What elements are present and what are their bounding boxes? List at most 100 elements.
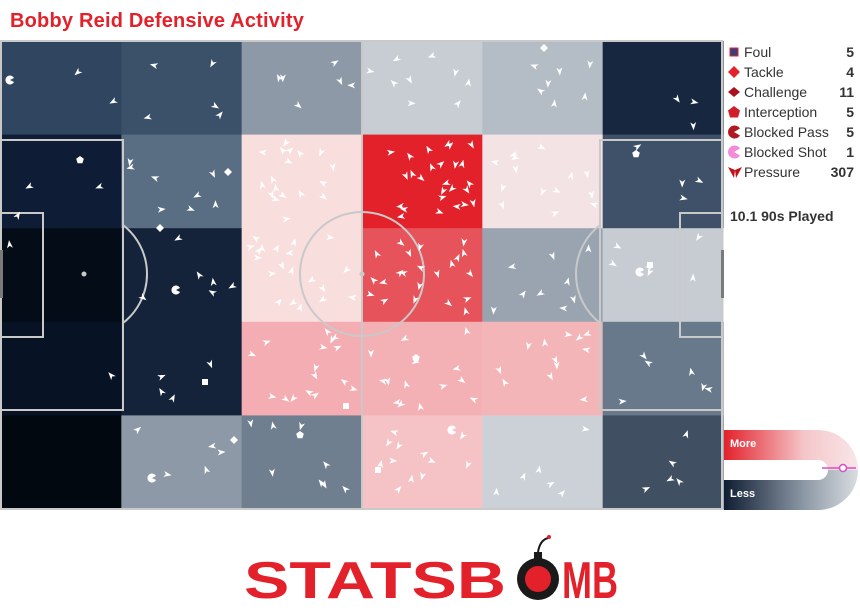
- pressure-marker: [210, 101, 220, 109]
- pressure-marker: [641, 487, 651, 494]
- pressure-marker: [690, 122, 697, 131]
- pressure-marker: [613, 242, 622, 249]
- heatmap-cell-r2-c2: [241, 228, 363, 323]
- logo-text-right: MB: [562, 552, 618, 610]
- pressure-marker: [370, 277, 379, 285]
- pressure-marker: [526, 341, 533, 351]
- heatmap-cell-r0-c1: [121, 41, 243, 136]
- heatmap-cell-r1-c4: [482, 134, 604, 229]
- pressure-marker: [206, 359, 213, 369]
- pressure-marker: [318, 283, 326, 293]
- pressure-marker: [427, 51, 437, 58]
- heatmap-cell-r4-c2: [241, 415, 363, 510]
- pressure-marker: [466, 460, 473, 469]
- pressure-marker: [704, 387, 713, 393]
- pressure-marker: [272, 244, 280, 253]
- center-circle: [299, 211, 425, 337]
- pressure-marker: [330, 60, 339, 68]
- pressure-marker: [377, 459, 383, 469]
- pressure-marker: [390, 80, 399, 88]
- pressure-marker: [410, 169, 417, 179]
- scale-more-band: [724, 430, 858, 470]
- legend: Foul 5 Tackle 4 Challenge 11 Interception 5 Bloc…: [728, 42, 856, 182]
- pressure-marker: [582, 347, 591, 354]
- pressure-marker: [254, 247, 262, 256]
- pressure-marker: [550, 99, 557, 108]
- pressure-marker: [270, 421, 277, 430]
- pressure-marker: [452, 203, 461, 210]
- color-scale: More Less: [722, 428, 860, 512]
- legend-item-foul: Foul 5: [728, 42, 856, 62]
- pressure-marker: [365, 290, 375, 297]
- pressure-marker: [296, 150, 305, 159]
- pressure-marker: [679, 194, 688, 201]
- pressure-marker: [608, 259, 617, 267]
- pacman-marker: [171, 285, 180, 295]
- pressure-marker: [163, 470, 172, 477]
- pressure-marker: [329, 163, 336, 172]
- pressure-marker: [207, 442, 217, 449]
- legend-item-blocked-pass: Blocked Pass 5: [728, 122, 856, 142]
- pressure-marker: [666, 474, 675, 482]
- pentagon-marker: [76, 156, 84, 164]
- pressure-marker: [305, 390, 314, 397]
- pressure-marker: [13, 211, 21, 221]
- pressure-marker: [393, 485, 402, 494]
- pressure-marker: [186, 205, 195, 211]
- pressure-marker: [290, 393, 298, 402]
- arrowhead-icon: [728, 167, 742, 178]
- pressure-marker: [548, 251, 555, 261]
- pressure-marker: [330, 335, 337, 344]
- pressure-marker: [367, 349, 374, 358]
- pressure-marker: [511, 153, 520, 160]
- heatmap-cell-r2-c5: [602, 228, 724, 323]
- pitch-heatmap: [0, 40, 724, 510]
- pressure-marker: [157, 374, 166, 381]
- pressure-marker: [461, 238, 468, 247]
- legend-item-blocked-shot: Blocked Shot 1: [728, 142, 856, 162]
- pressure-marker: [457, 375, 466, 384]
- pressure-marker: [429, 163, 436, 172]
- pressure-marker: [193, 191, 202, 198]
- pressure-marker: [127, 157, 134, 167]
- pressure-marker: [416, 173, 425, 182]
- bomb-icon: [517, 535, 559, 600]
- square-marker: [202, 379, 208, 385]
- heatmap-cell-r4-c0: [1, 415, 122, 510]
- left-penalty-arc: [122, 224, 149, 324]
- pressure-marker: [464, 78, 471, 87]
- square-marker: [343, 403, 349, 409]
- center-spot: [359, 271, 365, 277]
- pressure-marker: [379, 278, 388, 285]
- pressure-marker: [405, 248, 412, 258]
- pressure-marker: [564, 331, 573, 338]
- event-markers: [5, 44, 713, 498]
- pressure-marker: [313, 363, 320, 372]
- pressure-marker: [267, 271, 277, 278]
- heatmap-cell-r1-c1: [121, 134, 243, 229]
- pressure-marker: [556, 67, 563, 76]
- pressure-marker: [407, 152, 415, 161]
- pressure-marker: [434, 207, 444, 214]
- pressure-marker: [452, 364, 461, 371]
- pressure-marker: [682, 430, 689, 439]
- square-icon: [729, 47, 739, 57]
- pressure-marker: [326, 234, 335, 240]
- pressure-marker: [690, 98, 699, 105]
- diamond-icon: [728, 66, 740, 78]
- pressure-marker: [546, 481, 555, 489]
- pressure-marker: [587, 60, 594, 69]
- pressure-marker: [588, 190, 595, 199]
- pressure-marker: [208, 290, 217, 297]
- pressure-marker: [390, 430, 399, 437]
- heatmap-cell-r3-c0: [1, 321, 122, 416]
- pressure-marker: [386, 149, 396, 156]
- pressure-marker: [310, 371, 318, 380]
- pacman-marker: [147, 473, 156, 483]
- goals: [0, 250, 724, 298]
- right-goal: [721, 250, 724, 298]
- pressure-marker: [579, 396, 588, 403]
- pressure-marker: [196, 271, 204, 280]
- pressure-marker: [392, 398, 402, 405]
- pressure-marker: [323, 461, 331, 470]
